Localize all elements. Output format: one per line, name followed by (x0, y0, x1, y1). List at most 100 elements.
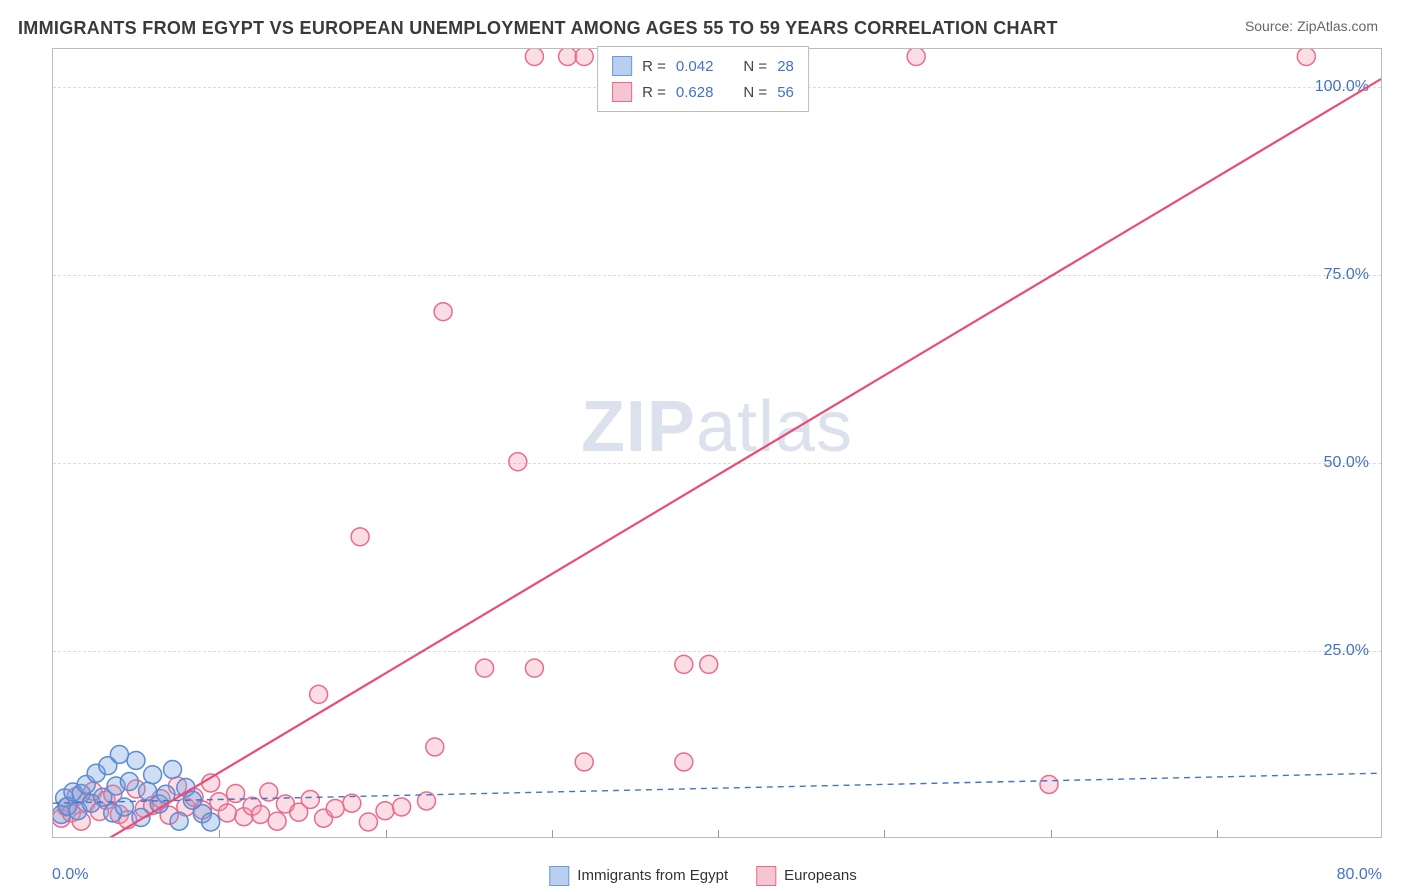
x-tick-mark (1217, 830, 1218, 838)
data-point (104, 785, 122, 803)
data-point (99, 757, 117, 775)
data-point (193, 801, 211, 819)
data-point (310, 685, 328, 703)
data-point (160, 806, 178, 824)
legend-swatch (549, 866, 569, 886)
legend-row: R = 0.042 N = 28 (612, 53, 794, 79)
data-point (434, 303, 452, 321)
data-point (426, 738, 444, 756)
data-point (97, 791, 115, 809)
legend-label: Immigrants from Egypt (577, 867, 728, 884)
legend-n-label: N = (743, 58, 767, 75)
data-point (169, 777, 187, 795)
data-point (343, 794, 361, 812)
legend-n-label: N = (743, 84, 767, 101)
data-point (59, 797, 77, 815)
data-point (907, 49, 925, 65)
data-point (326, 800, 344, 818)
watermark: ZIPatlas (581, 386, 853, 468)
data-point (94, 788, 112, 806)
legend-label: Europeans (784, 867, 857, 884)
x-tick-mark (552, 830, 553, 838)
data-point (164, 760, 182, 778)
data-point (64, 783, 82, 801)
data-point (144, 797, 162, 815)
x-tick-80: 80.0% (1337, 866, 1382, 884)
data-point (139, 782, 157, 800)
data-point (227, 784, 245, 802)
data-point (67, 787, 85, 805)
legend-n-value: 28 (777, 58, 794, 75)
data-point (268, 812, 286, 830)
data-point (82, 794, 100, 812)
data-point (69, 802, 87, 820)
x-tick-mark (884, 830, 885, 838)
data-point (359, 813, 377, 831)
plot-area: ZIPatlas 25.0%50.0%75.0%100.0% (52, 48, 1382, 838)
gridline (53, 651, 1381, 652)
data-point (53, 809, 70, 827)
data-point (525, 49, 543, 65)
legend-r-label: R = (642, 84, 666, 101)
data-point (177, 778, 195, 796)
data-point (183, 791, 201, 809)
legend-r-label: R = (642, 58, 666, 75)
data-point (110, 745, 128, 763)
gridline (53, 463, 1381, 464)
data-point (351, 528, 369, 546)
data-point (177, 798, 195, 816)
y-tick-label: 50.0% (1324, 454, 1369, 472)
data-point (252, 806, 270, 824)
data-point (56, 789, 74, 807)
source-attribution: Source: ZipAtlas.com (1245, 18, 1378, 34)
data-point (509, 453, 527, 471)
legend-swatch (756, 866, 776, 886)
data-point (107, 777, 125, 795)
data-point (301, 790, 319, 808)
data-point (575, 49, 593, 65)
data-point (700, 655, 718, 673)
data-point (144, 766, 162, 784)
data-point (1040, 775, 1058, 793)
data-point (120, 772, 138, 790)
data-point (202, 774, 220, 792)
data-point (476, 659, 494, 677)
y-tick-label: 100.0% (1315, 78, 1369, 96)
data-point (115, 798, 133, 816)
legend-r-value: 0.042 (676, 58, 714, 75)
legend-swatch (612, 56, 632, 76)
legend-row: R =0.628N =56 (612, 79, 794, 105)
data-point (170, 812, 188, 830)
data-point (418, 792, 436, 810)
data-point (72, 812, 90, 830)
data-point (119, 811, 137, 829)
data-point (127, 780, 145, 798)
data-point (127, 751, 145, 769)
data-point (135, 800, 153, 818)
watermark-bold: ZIP (581, 387, 696, 467)
data-point (559, 49, 577, 65)
data-point (72, 784, 90, 802)
trend-line (86, 79, 1381, 837)
data-point (57, 798, 75, 816)
legend-swatch (612, 82, 632, 102)
y-tick-label: 25.0% (1324, 642, 1369, 660)
data-point (132, 809, 150, 827)
gridline (53, 275, 1381, 276)
data-point (243, 797, 261, 815)
data-point (150, 795, 168, 813)
data-point (525, 659, 543, 677)
correlation-legend: R =0.042N =28R =0.628N =56 (597, 46, 809, 112)
data-point (185, 788, 203, 806)
source-name: ZipAtlas.com (1297, 18, 1378, 34)
data-point (157, 785, 175, 803)
chart-title: IMMIGRANTS FROM EGYPT VS EUROPEAN UNEMPL… (18, 18, 1058, 39)
data-point (104, 804, 122, 822)
x-tick-0: 0.0% (52, 866, 88, 884)
legend-item: Immigrants from Egypt (549, 866, 728, 886)
chart-svg (53, 49, 1381, 837)
legend-n-value: 56 (777, 84, 794, 101)
source-prefix: Source: (1245, 18, 1297, 34)
data-point (210, 793, 228, 811)
data-point (90, 803, 108, 821)
